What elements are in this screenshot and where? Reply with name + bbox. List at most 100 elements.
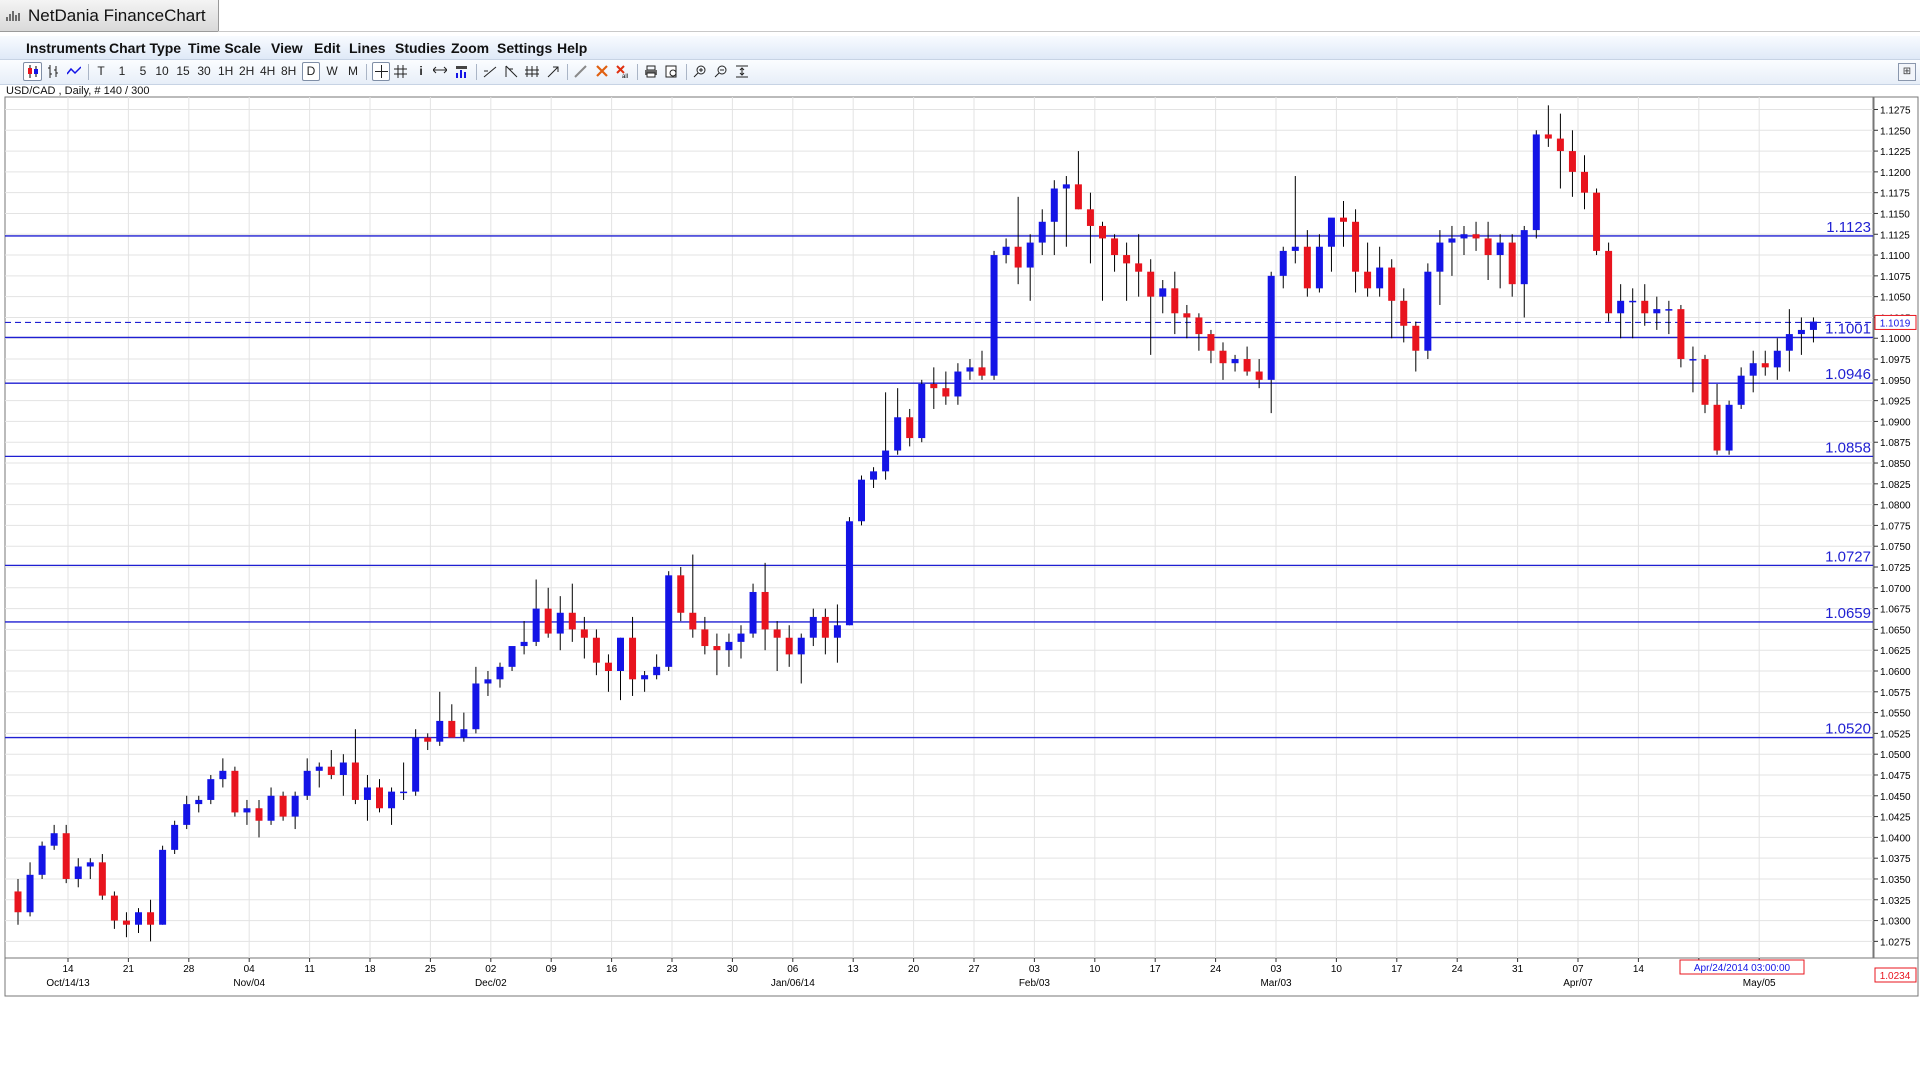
candle-down xyxy=(14,891,22,913)
candle-up xyxy=(460,729,468,738)
grid-icon[interactable] xyxy=(393,63,408,80)
menu-lines[interactable]: Lines xyxy=(349,40,386,56)
candle-up xyxy=(1062,184,1070,189)
candlestick-icon[interactable] xyxy=(23,62,42,81)
zoom-in-icon[interactable] xyxy=(692,63,708,80)
candle-up xyxy=(159,849,167,925)
menu-help[interactable]: Help xyxy=(557,40,588,56)
y-tick-label: 1.0650 xyxy=(1880,625,1911,636)
candle-up xyxy=(50,833,58,846)
app-title: NetDania FinanceChart xyxy=(28,6,206,25)
line-chart-icon[interactable] xyxy=(66,63,82,80)
y-tick-label: 1.0350 xyxy=(1880,875,1911,886)
pen-icon[interactable] xyxy=(573,63,589,80)
timeframe-t[interactable]: T xyxy=(97,64,105,78)
crosshair-icon[interactable] xyxy=(372,62,390,81)
timeframe-d[interactable]: D xyxy=(302,62,320,81)
menu-instruments[interactable]: Instruments xyxy=(26,40,107,56)
timeframe-2h[interactable]: 2H xyxy=(239,64,255,78)
fit-icon[interactable] xyxy=(734,63,750,80)
candle-down xyxy=(689,612,697,630)
candle-down xyxy=(351,762,359,800)
candle-down xyxy=(906,417,914,439)
candle-up xyxy=(1617,300,1625,314)
timeframe-w[interactable]: W xyxy=(326,64,338,78)
y-tick-label: 1.0500 xyxy=(1880,750,1911,761)
fibonacci-icon[interactable] xyxy=(503,63,519,80)
candles-group xyxy=(14,105,1817,942)
candle-down xyxy=(677,575,685,613)
arrow-tool-icon[interactable] xyxy=(545,63,561,80)
timeframe-30[interactable]: 30 xyxy=(197,64,211,78)
menu-studies[interactable]: Studies xyxy=(395,40,446,56)
timeframe-5[interactable]: 5 xyxy=(139,64,147,78)
candle-up xyxy=(870,471,878,480)
volume-icon[interactable] xyxy=(454,63,470,80)
ohlc-bars-icon[interactable] xyxy=(45,63,61,80)
toolbar-separator xyxy=(567,64,568,80)
timeframe-1h[interactable]: 1H xyxy=(218,64,234,78)
y-tick-label: 1.1275 xyxy=(1880,105,1911,116)
x-month-label: Dec/02 xyxy=(475,978,507,989)
candle-down xyxy=(978,367,986,376)
candle-up xyxy=(195,799,203,805)
menu-settings[interactable]: Settings xyxy=(497,40,553,56)
candle-up xyxy=(1737,375,1745,405)
candle-down xyxy=(122,920,130,925)
candle-down xyxy=(327,766,335,775)
x-tick-label: 28 xyxy=(183,964,195,975)
candle-up xyxy=(243,808,251,813)
level-label: 1.0659 xyxy=(1825,605,1871,622)
candle-down xyxy=(821,616,829,638)
menu-view[interactable]: View xyxy=(271,40,303,56)
print-icon[interactable] xyxy=(643,63,659,80)
candle-down xyxy=(1255,371,1263,380)
menu-zoom[interactable]: Zoom xyxy=(451,40,490,56)
timeframe-10[interactable]: 10 xyxy=(155,64,169,78)
y-tick-label: 1.0875 xyxy=(1880,438,1911,449)
x-tick-label: 09 xyxy=(546,964,558,975)
y-tick-label: 1.0900 xyxy=(1880,417,1911,428)
candle-up xyxy=(966,367,974,372)
pitchfork-icon[interactable] xyxy=(524,63,540,80)
x-month-label: Oct/14/13 xyxy=(46,978,90,989)
candle-down xyxy=(1593,192,1601,251)
candle-down xyxy=(580,629,588,638)
menu-edit[interactable]: Edit xyxy=(314,40,341,56)
delete-icon[interactable] xyxy=(594,63,610,80)
x-tick-label: 07 xyxy=(1572,964,1584,975)
timeframe-4h[interactable]: 4H xyxy=(260,64,276,78)
candle-up xyxy=(1050,188,1058,222)
x-tick-label: 31 xyxy=(1512,964,1524,975)
timeframe-8h[interactable]: 8H xyxy=(281,64,297,78)
panel-settings-icon[interactable]: ⊞ xyxy=(1898,63,1916,81)
candle-down xyxy=(1147,271,1155,297)
timeframe-1[interactable]: 1 xyxy=(118,64,126,78)
timeframe-15[interactable]: 15 xyxy=(176,64,190,78)
preview-icon[interactable] xyxy=(664,63,680,80)
candle-up xyxy=(436,720,444,742)
candle-up xyxy=(1376,267,1384,289)
scroll-icon[interactable] xyxy=(432,63,448,80)
candle-up xyxy=(641,675,649,680)
timeframe-m[interactable]: M xyxy=(348,64,358,78)
menu-time-scale[interactable]: Time Scale xyxy=(188,40,261,56)
candle-up xyxy=(1038,221,1046,243)
x-tick-label: 02 xyxy=(485,964,497,975)
toolbar-separator xyxy=(476,64,477,80)
candle-down xyxy=(1677,309,1685,360)
info-icon[interactable]: i xyxy=(419,64,423,78)
candle-down xyxy=(629,637,637,680)
zoom-out-icon[interactable] xyxy=(713,63,729,80)
delete-all-icon[interactable]: all xyxy=(615,63,631,80)
trendline-icon[interactable] xyxy=(482,63,498,80)
y-tick-label: 1.1100 xyxy=(1880,251,1910,262)
candle-down xyxy=(1219,350,1227,364)
netdania-chart-icon xyxy=(6,11,20,21)
y-tick-label: 1.0925 xyxy=(1880,397,1911,408)
candle-down xyxy=(1713,404,1721,451)
candle-up xyxy=(1520,230,1528,285)
menu-chart-type[interactable]: Chart Type xyxy=(109,40,182,56)
candle-down xyxy=(773,629,781,638)
